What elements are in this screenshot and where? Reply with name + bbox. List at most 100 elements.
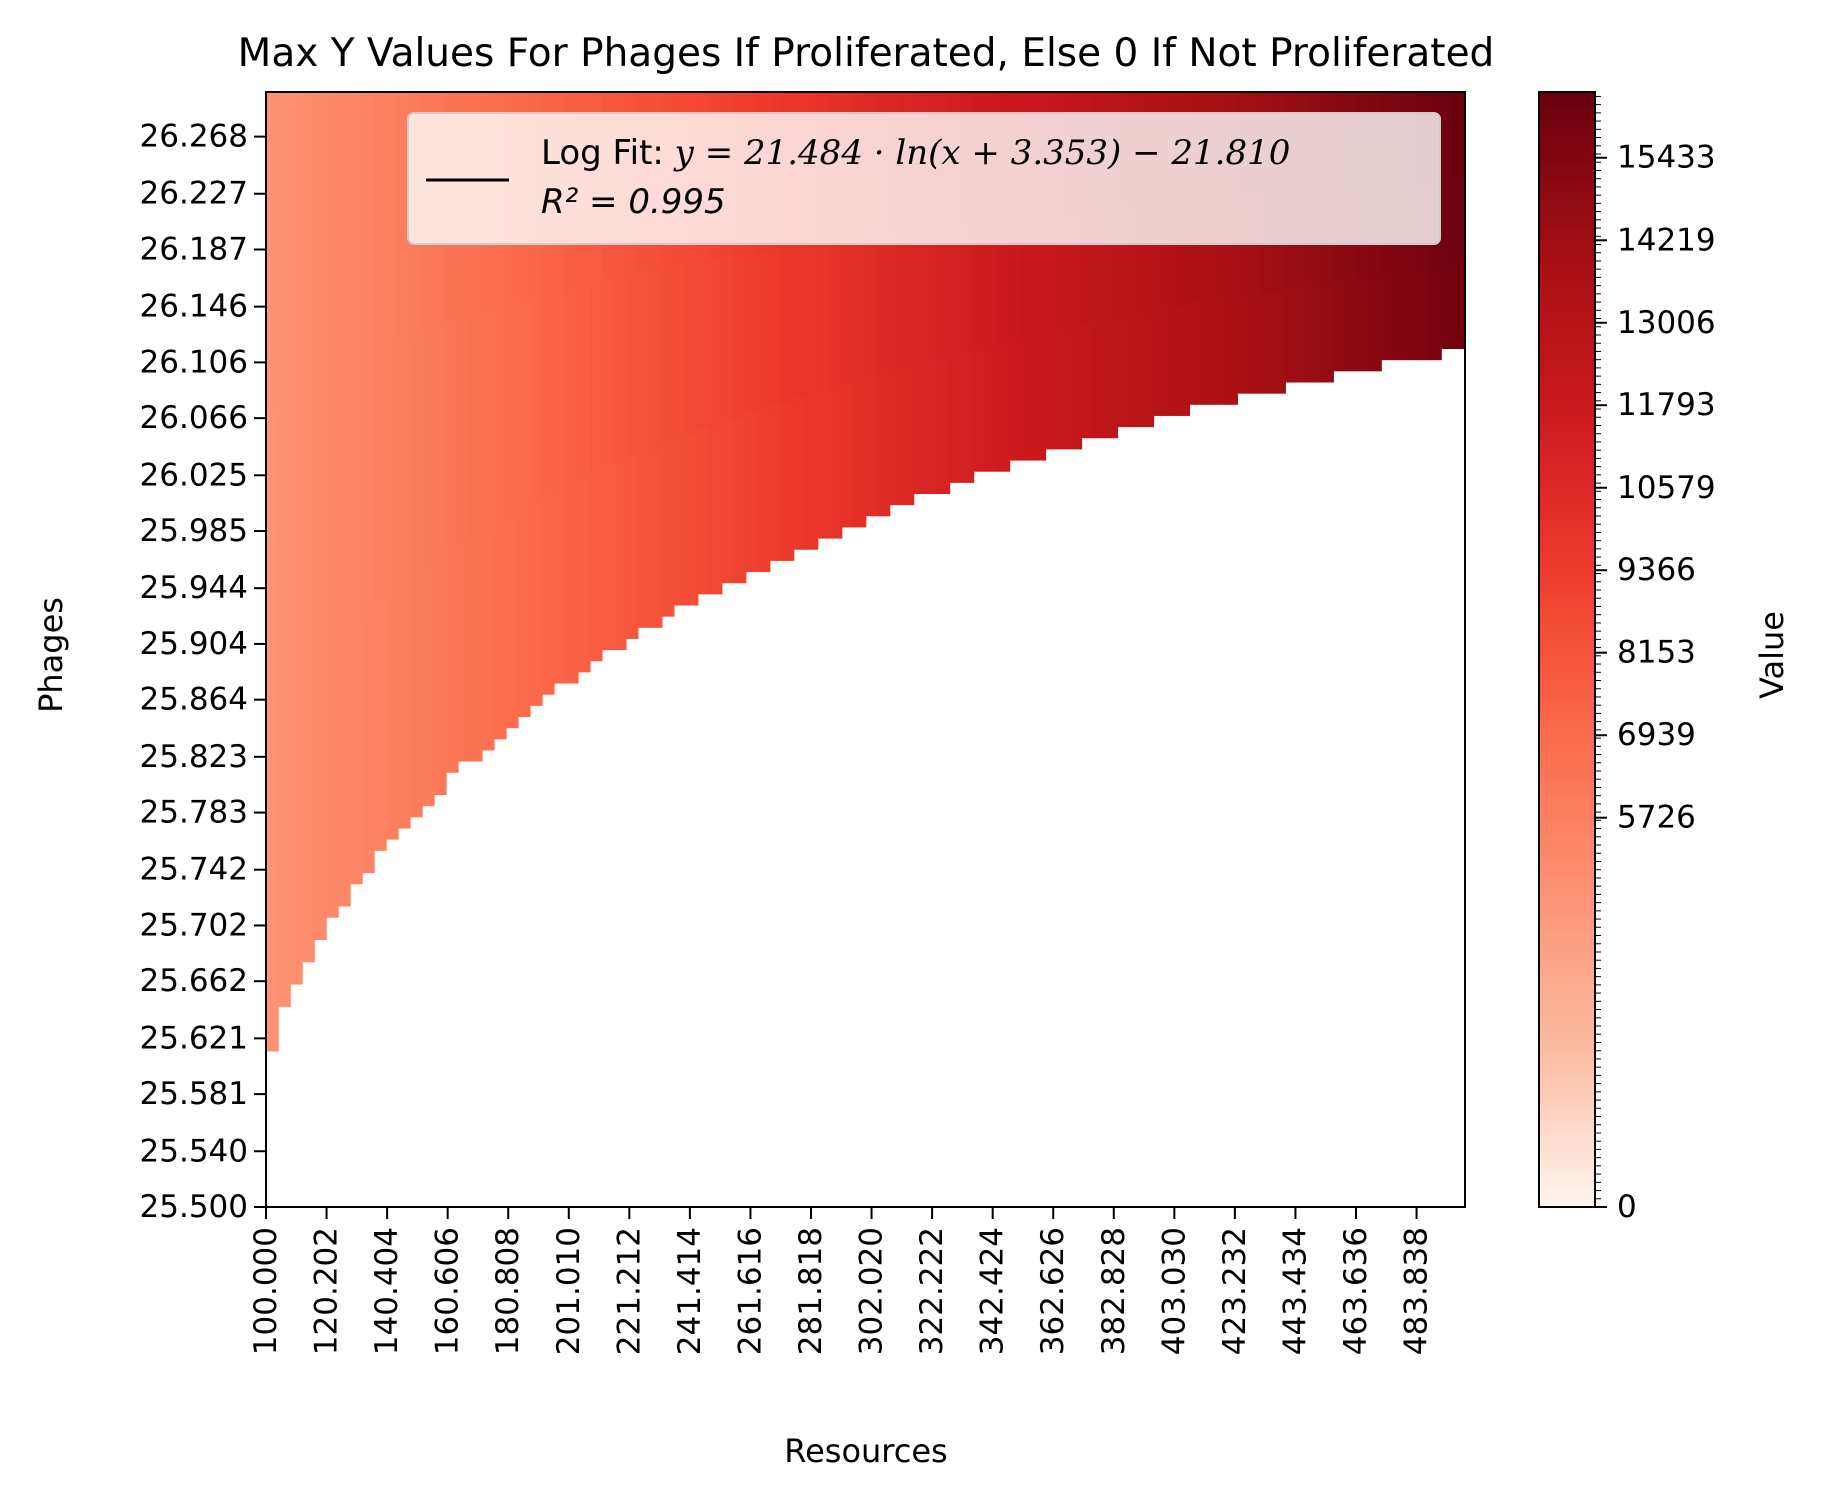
- heatmap-cell: [1261, 292, 1274, 394]
- heatmap-cell: [457, 538, 471, 762]
- heatmap-cell: [1249, 292, 1262, 394]
- heatmap-cell: [409, 333, 423, 576]
- heatmap-cell: [529, 296, 543, 502]
- heatmap-cell: [349, 355, 363, 621]
- heatmap-cell: [601, 463, 615, 651]
- heatmap-cell: [769, 404, 783, 561]
- heatmap-cell: [1189, 300, 1203, 405]
- heatmap-cell: [541, 292, 555, 494]
- colorbar-tick-label: 9366: [1617, 552, 1696, 588]
- heatmap-cell: [289, 92, 303, 390]
- x-tick-label: 140.404: [369, 1227, 405, 1355]
- y-tick-label: 26.268: [140, 119, 248, 155]
- heatmap-cell: [625, 456, 639, 639]
- heatmap-cell: [373, 597, 387, 851]
- heatmap-cell: [1297, 285, 1310, 383]
- heatmap-cell: [1213, 300, 1226, 405]
- heatmap-cell: [925, 359, 939, 494]
- heatmap-cell: [301, 92, 315, 383]
- heatmap-cell: [1141, 315, 1155, 428]
- heatmap-cell: [277, 701, 291, 1007]
- heatmap-cell: [266, 92, 279, 413]
- heatmap-cell: [1453, 177, 1465, 264]
- heatmap-cell: [949, 352, 963, 483]
- heatmap-cell: [1405, 270, 1418, 361]
- y-tick-label: 25.500: [140, 1189, 248, 1225]
- heatmap-cell: [361, 92, 375, 353]
- heatmap-cell: [1021, 214, 1035, 338]
- heatmap-cell: [397, 582, 411, 829]
- heatmap-cell: [721, 419, 735, 584]
- legend-r2-label: R² = 0.995: [541, 182, 726, 222]
- heatmap-cell: [1093, 322, 1107, 439]
- colorbar-tick-label: 10579: [1617, 470, 1716, 506]
- heatmap-cell: [1273, 292, 1286, 394]
- heatmap-cell: [445, 545, 459, 773]
- heatmap-cell: [493, 307, 507, 524]
- heatmap-cell: [829, 389, 843, 539]
- heatmap-cell: [649, 270, 663, 450]
- heatmap-cell: [697, 426, 711, 595]
- heatmap-cell: [505, 303, 519, 517]
- chart-title: Max Y Values For Phages If Proliferated,…: [238, 31, 1495, 76]
- heatmap-cell: [517, 508, 531, 717]
- heatmap-cell: [889, 229, 903, 368]
- heatmap-cell: [1009, 337, 1023, 461]
- heatmap-cell: [625, 274, 639, 457]
- heatmap-cell: [505, 515, 519, 729]
- heatmap-cell: [997, 344, 1011, 472]
- heatmap-cell: [661, 441, 675, 617]
- heatmap-cell: [277, 92, 291, 398]
- colorbar-label: Value: [1753, 611, 1791, 699]
- heatmap-cell: [361, 352, 375, 613]
- heatmap-cell: [1045, 329, 1059, 450]
- heatmap-cell: [817, 240, 831, 390]
- heatmap-cell: [553, 288, 567, 487]
- y-tick-label: 25.944: [140, 570, 248, 606]
- heatmap-cell: [517, 300, 531, 509]
- colorbar-tick-label: 13006: [1617, 305, 1716, 341]
- heatmap-cell: [1009, 214, 1023, 338]
- heatmap-cell: [577, 285, 591, 480]
- colorbar-tick-label: 0: [1617, 1189, 1637, 1225]
- heatmap-cell: [1333, 277, 1346, 372]
- heatmap-cell: [733, 419, 747, 584]
- heatmap-cell: [757, 251, 771, 413]
- colorbar-bar: [1538, 91, 1596, 1208]
- heatmap-cell: [565, 288, 579, 487]
- x-tick-label: 362.626: [1035, 1227, 1071, 1355]
- x-tick-label: 322.222: [914, 1227, 950, 1355]
- heatmap-cell: [361, 612, 375, 874]
- heatmap-cell: [733, 255, 747, 420]
- y-tick-label: 25.540: [140, 1133, 248, 1169]
- heatmap-cell: [829, 240, 843, 390]
- x-tick-label: 221.212: [611, 1227, 647, 1355]
- heatmap-cell: [266, 411, 279, 732]
- x-tick-label: 281.818: [793, 1227, 829, 1355]
- heatmap-cell: [805, 396, 819, 550]
- y-tick-label: 25.662: [140, 963, 248, 999]
- x-tick-label: 483.838: [1399, 1227, 1435, 1355]
- y-tick-label: 26.066: [140, 400, 248, 436]
- heatmap-cell: [469, 315, 483, 539]
- x-tick-label: 403.030: [1156, 1227, 1192, 1355]
- heatmap-cell: [1321, 285, 1334, 383]
- heatmap-cell: [1345, 277, 1358, 372]
- x-tick-label: 261.616: [732, 1227, 768, 1355]
- y-tick-label: 26.025: [140, 457, 248, 493]
- heatmap-cell: [745, 251, 759, 413]
- heatmap-cell: [685, 262, 699, 435]
- heatmap-cell: [1441, 177, 1454, 264]
- heatmap-cell: [1153, 307, 1167, 416]
- heatmap-cell: [1057, 329, 1071, 450]
- heatmap-cell: [937, 359, 951, 494]
- heatmap-cell: [421, 329, 435, 569]
- heatmap-cell: [721, 255, 735, 420]
- heatmap-cell: [277, 396, 291, 703]
- y-tick-label: 25.864: [140, 682, 248, 718]
- heatmap-cell: [901, 367, 915, 506]
- heatmap-cell: [589, 471, 603, 662]
- y-tick-label: 25.742: [140, 852, 248, 888]
- heatmap-cell: [313, 656, 327, 940]
- heatmap-cell: [853, 381, 867, 528]
